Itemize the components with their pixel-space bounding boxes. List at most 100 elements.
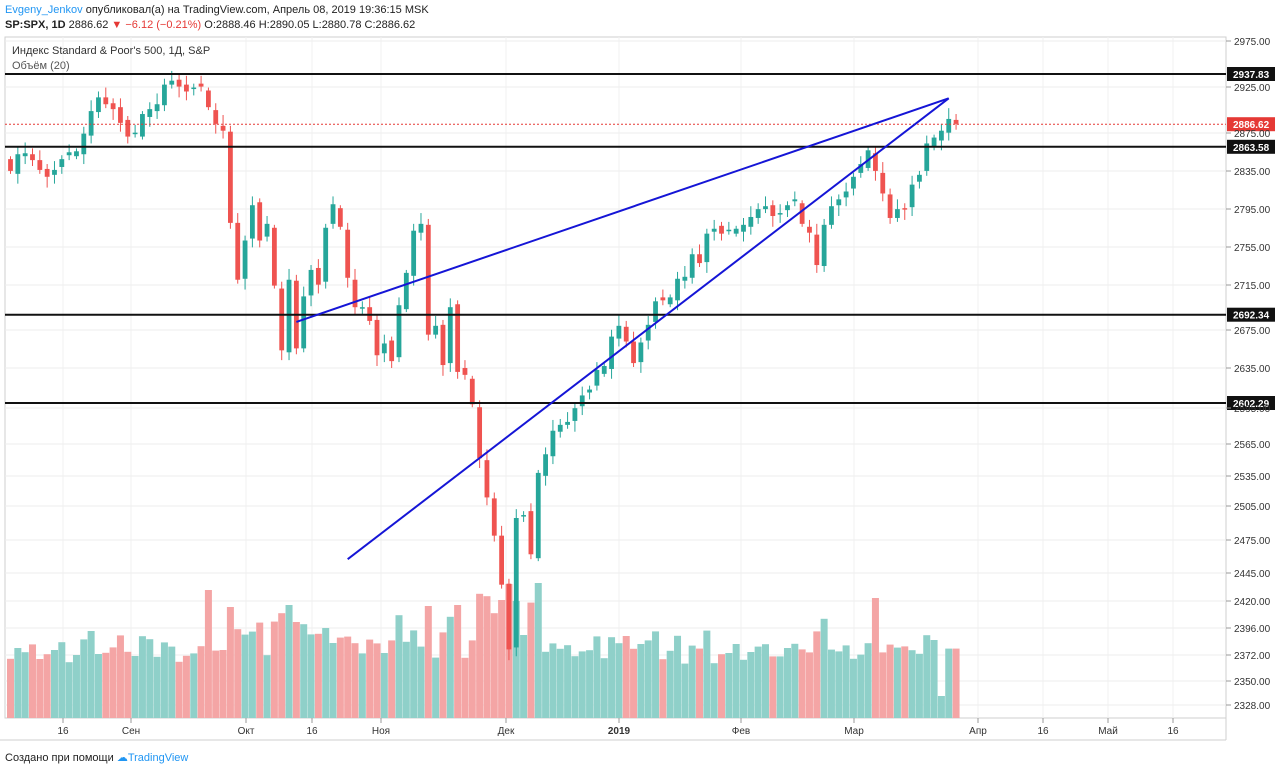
candle-body xyxy=(249,205,255,239)
candle-body xyxy=(323,227,329,282)
y-tick-label: 2535.00 xyxy=(1234,472,1271,483)
volume-bar xyxy=(102,652,110,718)
candle-body xyxy=(704,233,710,263)
candle-body xyxy=(206,90,211,108)
volume-bar xyxy=(630,648,638,718)
candle-body xyxy=(301,296,307,349)
volume-bar xyxy=(28,644,36,718)
volume-bar xyxy=(226,607,234,718)
volume-bar xyxy=(556,648,564,718)
volume-bar xyxy=(798,649,806,718)
volume-bar xyxy=(534,583,542,718)
x-tick-label: Дек xyxy=(498,726,515,737)
volume-bar xyxy=(915,653,923,718)
volume-bar xyxy=(43,654,51,718)
candle-body xyxy=(887,194,893,218)
trendline xyxy=(296,97,950,323)
y-tick-label: 2350.00 xyxy=(1234,677,1271,688)
footer-brand[interactable]: TradingView xyxy=(127,752,189,764)
volume-bar xyxy=(871,598,879,718)
candle-body xyxy=(682,276,688,281)
x-tick-label: 16 xyxy=(1167,726,1179,737)
y-tick-label: 2396.00 xyxy=(1234,624,1271,635)
y-tick-label: 2715.00 xyxy=(1234,281,1271,292)
volume-bar xyxy=(718,654,726,718)
candle-body xyxy=(103,97,109,105)
volume-bar xyxy=(725,653,733,718)
volume-bar xyxy=(593,636,601,718)
x-tick-label: Апр xyxy=(969,726,987,737)
volume-bar xyxy=(549,643,557,718)
volume-bar xyxy=(564,645,572,718)
candle-body xyxy=(939,130,944,141)
volume-bar xyxy=(358,653,366,718)
candle-body xyxy=(572,408,578,421)
volume-bar xyxy=(945,648,953,718)
author-link[interactable]: Evgeny_Jenkov xyxy=(5,4,83,16)
volume-bar xyxy=(160,642,168,718)
candle-body xyxy=(132,132,138,135)
level-price-label: 2937.83 xyxy=(1233,70,1270,81)
candle-body xyxy=(154,104,160,112)
candle-body xyxy=(601,366,607,374)
level-price-tag xyxy=(1227,139,1275,154)
volume-bar xyxy=(292,622,300,718)
volume-bar xyxy=(190,653,198,718)
volume-bar xyxy=(329,643,337,718)
candle-body xyxy=(594,369,600,386)
volume-bar xyxy=(490,613,498,718)
y-tick-label: 2595.00 xyxy=(1234,404,1271,415)
candle-body xyxy=(616,325,622,339)
volume-bar xyxy=(248,631,256,718)
candle-body xyxy=(829,206,834,225)
volume-bar xyxy=(351,643,359,718)
candle-body xyxy=(697,254,702,264)
candle-body xyxy=(653,301,658,322)
candle-body xyxy=(917,174,922,182)
x-tick-label: 16 xyxy=(1037,726,1049,737)
volume-bar xyxy=(197,646,205,718)
candle-body xyxy=(528,511,534,555)
candle-body xyxy=(359,307,365,309)
candle-body xyxy=(741,224,746,232)
candle-body xyxy=(660,297,666,301)
volume-bar xyxy=(476,593,484,718)
volume-bar xyxy=(50,650,58,718)
volume-bar xyxy=(681,663,689,718)
volume-bar xyxy=(703,630,711,718)
volume-bar xyxy=(380,653,388,718)
volume-bar xyxy=(461,657,469,718)
ohlc-values: O:2888.46 H:2890.05 L:2880.78 C:2886.62 xyxy=(204,19,416,31)
published-header: Evgeny_Jenkov опубликовал(а) на TradingV… xyxy=(5,4,429,16)
volume-bar xyxy=(674,635,682,718)
y-tick-label: 2755.00 xyxy=(1234,243,1271,254)
volume-bar xyxy=(637,644,645,718)
candle-body xyxy=(821,224,827,267)
candle-body xyxy=(396,305,402,358)
candle-body xyxy=(924,143,930,171)
volume-bar xyxy=(270,621,278,718)
candle-body xyxy=(726,229,732,232)
candle-body xyxy=(440,324,446,366)
x-tick-label: 16 xyxy=(306,726,318,737)
candle-body xyxy=(315,267,321,285)
candle-body xyxy=(675,278,680,301)
candle-body xyxy=(491,498,497,536)
volume-bar xyxy=(600,658,608,718)
y-tick-label: 2372.00 xyxy=(1234,651,1271,662)
candle-body xyxy=(909,184,915,208)
y-tick-label: 2795.00 xyxy=(1234,205,1271,216)
candle-body xyxy=(162,84,167,106)
candle-body xyxy=(513,518,519,648)
volume-bar xyxy=(864,643,872,718)
y-tick-label: 2675.00 xyxy=(1234,326,1271,337)
volume-bar xyxy=(622,636,630,718)
trendline xyxy=(347,97,950,560)
candle-body xyxy=(433,325,439,335)
candle-body xyxy=(66,152,72,156)
candle-body xyxy=(557,424,563,432)
candle-body xyxy=(242,240,248,279)
candle-body xyxy=(118,107,123,123)
candle-body xyxy=(411,230,417,276)
